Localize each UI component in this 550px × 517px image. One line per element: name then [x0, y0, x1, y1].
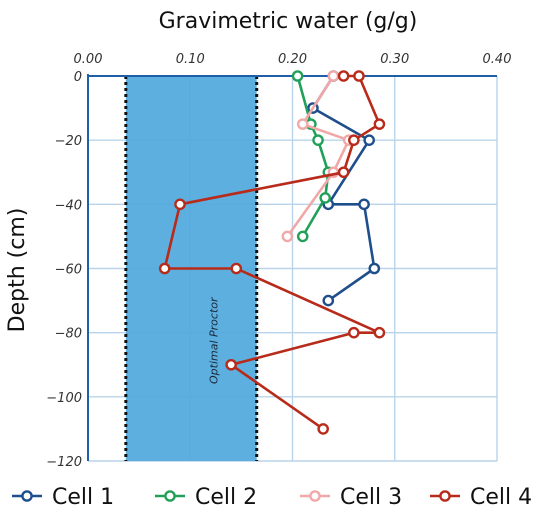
legend-marker	[439, 490, 451, 502]
data-point	[230, 262, 243, 275]
data-point	[368, 262, 381, 275]
legend: Cell 1 Cell 2 Cell 3 Cell 4	[12, 485, 532, 510]
series-4	[158, 70, 386, 435]
series-3	[281, 70, 355, 243]
legend-marker	[309, 490, 321, 502]
legend-marker	[164, 490, 176, 502]
series-2	[291, 70, 335, 243]
x-tick-label: 0.30	[380, 52, 409, 67]
y-tick-label: 0	[74, 70, 82, 85]
data-point	[158, 262, 171, 275]
data-point	[327, 70, 340, 82]
data-point	[337, 166, 350, 179]
y-tick-label: −80	[55, 327, 82, 342]
series-line	[296, 75, 330, 238]
data-point	[348, 326, 360, 339]
proctor-band-label: Optimal Proctor	[207, 296, 220, 384]
data-point	[358, 198, 370, 211]
legend-label: Cell 2	[195, 485, 257, 510]
data-point	[281, 230, 294, 243]
data-point	[373, 118, 386, 130]
legend-item: Cell 2	[155, 485, 257, 510]
series-1	[307, 70, 381, 307]
x-tick-label: 0.20	[278, 52, 307, 67]
data-point	[337, 70, 350, 82]
y-tick-label: −40	[55, 198, 82, 213]
data-point	[296, 118, 309, 130]
y-tick-labels: 0 −20 −40 −60 −80 −100 −120	[46, 70, 82, 470]
data-point	[348, 134, 360, 146]
series-line	[163, 74, 381, 430]
series-group	[158, 70, 386, 435]
y-tick-label: −120	[46, 455, 82, 470]
legend-marker	[21, 490, 33, 502]
data-point	[319, 192, 332, 204]
data-point	[174, 198, 186, 211]
legend-label: Cell 1	[52, 485, 114, 510]
x-tick-label: 0.10	[176, 52, 205, 67]
data-point	[322, 294, 335, 307]
data-point	[312, 134, 324, 146]
y-axis-label: Depth (cm)	[5, 208, 30, 333]
legend-label: Cell 4	[470, 485, 532, 510]
y-tick-label: −60	[55, 263, 82, 278]
data-point	[363, 134, 375, 146]
x-tick-label: 0.00	[74, 52, 103, 67]
data-point	[373, 326, 386, 339]
data-point	[291, 70, 304, 82]
y-tick-label: −20	[55, 134, 82, 149]
legend-item: Cell 1	[12, 485, 114, 510]
legend-item: Cell 3	[300, 485, 402, 510]
chart-title: Gravimetric water (g/g)	[159, 9, 418, 34]
data-point	[225, 358, 237, 371]
data-point	[296, 230, 309, 243]
data-point	[353, 70, 365, 82]
x-tick-label: 0.40	[483, 52, 512, 67]
data-point	[317, 423, 329, 435]
x-tick-labels: 0.00 0.10 0.20 0.30 0.40	[74, 52, 512, 67]
legend-label: Cell 3	[340, 485, 402, 510]
y-tick-label: −100	[46, 391, 82, 406]
legend-item: Cell 4	[430, 485, 532, 510]
